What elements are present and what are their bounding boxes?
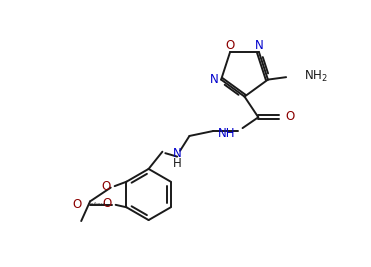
Text: N: N [173,147,182,160]
Text: methoxy: methoxy [88,202,106,206]
Text: NH: NH [218,127,236,140]
Text: N: N [255,39,263,52]
Text: H: H [173,156,182,170]
Text: O: O [102,197,111,210]
Text: N: N [210,73,219,86]
Text: O: O [72,198,81,211]
Text: O: O [285,110,295,123]
Text: O: O [226,39,235,52]
Text: O: O [101,180,111,193]
Text: NH$_2$: NH$_2$ [304,69,328,84]
